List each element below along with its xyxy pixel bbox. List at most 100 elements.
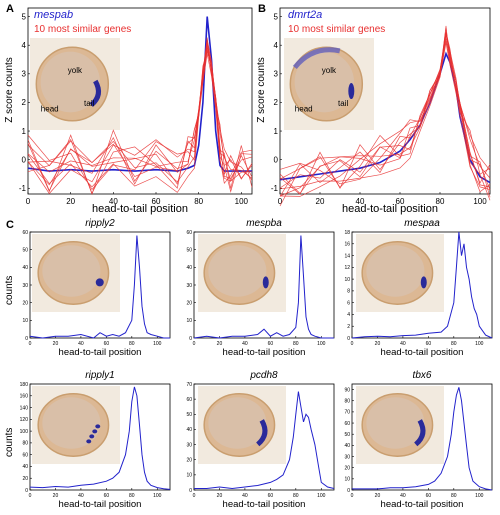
y-tick-label: 2 — [274, 98, 279, 107]
y-tick-label: 12 — [344, 265, 350, 271]
plot-mespba: 0 20 40 60 80 100 0 10 20 30 40 50 60 — [186, 230, 335, 347]
x-tick-label: 20 — [217, 341, 223, 347]
x-tick-label: 40 — [78, 493, 84, 499]
inset-label-head: head — [41, 105, 59, 114]
x-axis-label: head-to-tail position — [92, 203, 188, 215]
y-tick-label: 30 — [186, 283, 192, 289]
x-tick-label: 40 — [109, 197, 118, 206]
x-tick-label: 60 — [104, 493, 110, 499]
series-line-similar — [279, 42, 491, 190]
x-axis-label: head-to-tail position — [223, 347, 306, 358]
plot-frame — [351, 231, 493, 339]
x-axis-label: head-to-tail position — [59, 347, 142, 358]
x-tick-label: 60 — [426, 341, 432, 347]
stain-mark — [89, 79, 101, 107]
x-tick-label: 100 — [317, 341, 326, 347]
y-tick-label: 3 — [22, 70, 27, 79]
panel-letter: B — [258, 3, 266, 15]
query-gene-label: mespab — [34, 9, 73, 21]
y-axis-label: Z score counts — [4, 57, 15, 123]
series-line-similar — [279, 40, 491, 197]
yolk — [366, 397, 425, 449]
y-tick-label: 20 — [344, 465, 350, 471]
y-tick-label: 20 — [22, 300, 28, 306]
x-tick-label: 80 — [293, 493, 299, 499]
y-tick-label: 0 — [347, 488, 350, 494]
y-tick-label: 50 — [186, 412, 192, 418]
x-axis-label: head-to-tail position — [381, 347, 464, 358]
plot-mespaa: 0 20 40 60 80 100 0 2 4 6 8 10 12 14 16 18 — [344, 230, 493, 347]
x-tick-label: 80 — [293, 341, 299, 347]
x-tick-label: 20 — [53, 341, 59, 347]
plot-ripply2: 0 20 40 60 80 100 0 10 20 30 40 50 60 — [22, 230, 171, 347]
plot-ripply1: 0 20 40 60 80 100 0 20 40 60 80 100 120 140 160 180 — [20, 382, 171, 499]
yolk — [40, 51, 100, 113]
y-tick-label: 0 — [189, 336, 192, 342]
y-tick-label: 40 — [22, 464, 28, 470]
plot-tbx6: 0 20 40 60 80 100 0 10 20 30 40 50 60 70 80 90 — [344, 383, 493, 499]
y-tick-label: 0 — [347, 336, 350, 342]
similar-genes-label: 10 most similar genes — [34, 24, 131, 35]
stain-mark — [86, 439, 92, 444]
y-tick-label: 0 — [22, 155, 27, 164]
stain-mark — [292, 47, 341, 70]
x-tick-label: 80 — [451, 341, 457, 347]
y-tick-label: 20 — [186, 457, 192, 463]
y-tick-label: 120 — [20, 417, 29, 423]
x-tick-label: 100 — [317, 493, 326, 499]
series-line — [194, 391, 335, 490]
inset-label-yolk: yolk — [68, 66, 83, 75]
x-tick-label: 0 — [351, 341, 354, 347]
gene-title: ripply2 — [85, 218, 115, 229]
y-tick-label: 4 — [347, 312, 350, 318]
x-tick-label: 80 — [451, 493, 457, 499]
plot-pcdh8: 0 20 40 60 80 100 0 10 20 30 40 50 60 70 — [186, 382, 335, 499]
x-tick-label: 80 — [129, 493, 135, 499]
stain-mark — [262, 276, 269, 289]
y-tick-label: 50 — [186, 247, 192, 253]
y-axis-label: counts — [4, 428, 15, 457]
embryo-image — [356, 386, 444, 464]
x-tick-label: 20 — [375, 341, 381, 347]
plot-frame — [27, 7, 253, 195]
y-tick-label: 40 — [186, 427, 192, 433]
y-tick-label: 160 — [20, 394, 29, 400]
y-tick-label: 14 — [344, 253, 350, 259]
embryo-image — [284, 38, 374, 130]
yolk — [42, 245, 101, 297]
yolk — [208, 397, 267, 449]
panel-b: B dmrt2a 10 most similar genes Z score c… — [256, 3, 438, 215]
y-tick-label: 0 — [25, 336, 28, 342]
x-tick-label: 100 — [153, 341, 162, 347]
x-axis-label: head-to-tail position — [59, 499, 142, 510]
x-tick-label: 100 — [473, 197, 487, 206]
y-tick-label: 30 — [344, 454, 350, 460]
y-tick-label: 4 — [274, 41, 279, 50]
gene-title: tbx6 — [413, 370, 432, 381]
y-tick-label: 40 — [22, 265, 28, 271]
x-tick-label: 40 — [400, 341, 406, 347]
x-tick-label: 20 — [53, 493, 59, 499]
y-tick-label: 60 — [186, 230, 192, 236]
y-tick-label: 140 — [20, 405, 29, 411]
x-axis-label: head-to-tail position — [223, 499, 306, 510]
y-tick-label: 18 — [344, 230, 350, 236]
y-tick-label: 5 — [22, 12, 27, 21]
x-tick-label: 80 — [129, 341, 135, 347]
yolk — [366, 245, 425, 297]
stain-mark — [95, 424, 101, 429]
y-tick-label: 2 — [22, 98, 27, 107]
embryo-image — [32, 386, 120, 464]
series-line-similar — [27, 49, 253, 195]
x-tick-label: 0 — [29, 493, 32, 499]
y-tick-label: 10 — [186, 473, 192, 479]
y-tick-label: 0 — [274, 155, 279, 164]
stain-mark — [95, 278, 104, 287]
y-tick-label: 50 — [22, 247, 28, 253]
series-line — [29, 386, 171, 490]
y-tick-label: 50 — [344, 432, 350, 438]
series-line — [351, 231, 493, 339]
x-tick-label: 0 — [351, 493, 354, 499]
similar-genes-label: 10 most similar genes — [288, 24, 385, 35]
gene-title: mespaa — [404, 218, 440, 229]
